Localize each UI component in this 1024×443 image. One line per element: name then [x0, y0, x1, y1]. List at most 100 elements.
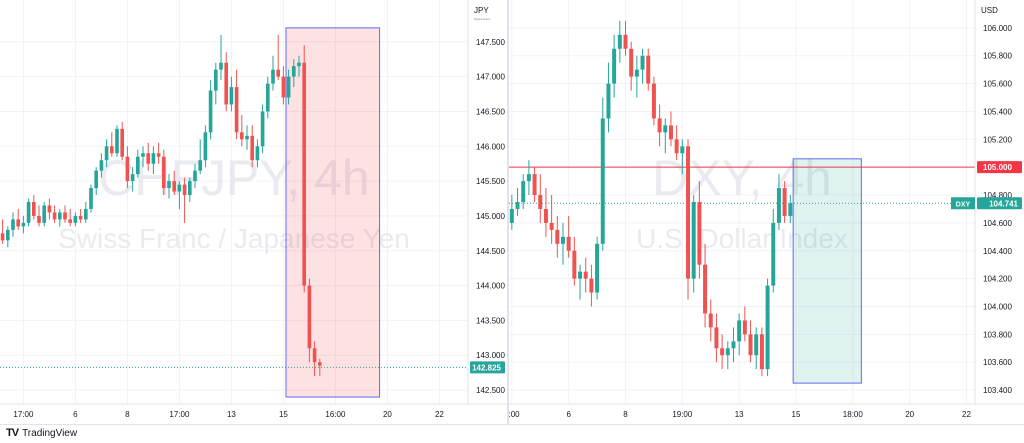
- candle-body: [161, 156, 166, 189]
- candle-body: [532, 174, 537, 196]
- tradingview-logo-mark: TV: [6, 427, 19, 439]
- time-tick-label: 6: [73, 410, 78, 419]
- candle-body: [708, 313, 713, 328]
- candle-body: [57, 212, 62, 220]
- candle-body: [265, 83, 270, 112]
- price-tick-label: 146.000: [476, 142, 505, 151]
- time-tick-label: 17:00: [13, 410, 34, 419]
- dxy-chart[interactable]: DXY, 4hU.S. Dollar IndexUSD106.000105.80…: [504, 0, 1024, 424]
- candle-body: [606, 83, 611, 119]
- chart-pane-dxy[interactable]: DXY, 4h U.S. Dollar Index USD 106.000 105.80…: [504, 0, 1024, 424]
- time-tick-label: 6: [566, 410, 571, 419]
- highlight-rectangle[interactable]: [285, 27, 381, 398]
- candle-body: [208, 90, 213, 133]
- price-tick-label: 105.200: [983, 135, 1012, 144]
- chart-pane-chfjpy[interactable]: CHFJPY, 4h Swiss Franc / Japanese Yen JPY S…: [0, 0, 507, 424]
- watermark-description: Swiss Franc / Japanese Yen: [58, 223, 410, 254]
- time-tick-label: 20: [383, 410, 392, 419]
- price-axis-currency-sub: Swiss Franc: [474, 17, 491, 21]
- candle-body: [686, 146, 691, 279]
- candle-body: [782, 188, 787, 216]
- candle-body: [549, 222, 554, 230]
- candle-body: [634, 69, 639, 77]
- candle-body: [697, 202, 702, 265]
- candle-body: [555, 229, 560, 244]
- price-tick-label: 104.400: [983, 247, 1012, 256]
- candle-body: [224, 62, 229, 105]
- chfjpy-chart[interactable]: CHFJPY, 4h Swiss Franc / Japanese Yen JPY S…: [0, 0, 507, 424]
- price-tick-label: 105.400: [983, 107, 1012, 116]
- candle-body: [583, 271, 588, 279]
- candle-body: [725, 348, 730, 356]
- time-tick-label: 16:00: [325, 410, 346, 419]
- highlight-rectangle[interactable]: [792, 158, 862, 384]
- candle-body: [595, 243, 600, 293]
- price-tick-label: 105.600: [983, 80, 1012, 89]
- time-tick-label: 9:00: [509, 410, 520, 419]
- time-tick-label: 8: [125, 410, 130, 419]
- candle-body: [99, 160, 104, 171]
- candle-body: [109, 146, 114, 154]
- candle-body: [515, 202, 520, 209]
- candle-body: [771, 222, 776, 286]
- candle-body: [317, 362, 322, 366]
- candle-body: [748, 334, 753, 356]
- candle-body: [94, 170, 99, 189]
- candle-body: [612, 48, 617, 84]
- candle-body: [193, 170, 197, 182]
- candle-body: [657, 118, 662, 133]
- candle-body: [151, 153, 156, 164]
- candle-body: [21, 222, 26, 227]
- candle-body: [691, 202, 696, 279]
- price-tick-label: 145.000: [476, 212, 505, 221]
- candle-body: [213, 69, 218, 91]
- price-tick-label: 104.600: [983, 219, 1012, 228]
- time-tick-label: 13: [735, 410, 744, 419]
- candle-body: [674, 139, 679, 154]
- candle-body: [16, 219, 21, 227]
- candle-body: [281, 76, 286, 98]
- tradingview-brand-name: TradingView: [22, 427, 78, 439]
- candle-body: [104, 146, 109, 161]
- candle-body: [31, 202, 36, 216]
- level-price-tag: [977, 161, 1022, 174]
- price-tick-label: 104.000: [983, 302, 1012, 311]
- candle-body: [765, 285, 770, 370]
- candle-body: [245, 135, 249, 140]
- candle-body: [543, 208, 548, 223]
- time-tick-label: 18:00: [843, 410, 864, 419]
- time-tick-label: 13: [227, 410, 236, 419]
- price-tick-label: 144.500: [476, 247, 505, 256]
- candle-body: [83, 208, 88, 220]
- candle-body: [646, 55, 651, 84]
- tradingview-logo[interactable]: TV TradingView: [6, 427, 77, 439]
- candle-body: [663, 125, 668, 133]
- price-tick-label: 145.500: [476, 177, 505, 186]
- candle-body: [135, 156, 140, 175]
- candle-body: [538, 195, 543, 209]
- candle-body: [617, 34, 622, 49]
- candle-body: [640, 55, 645, 70]
- candle-body: [560, 236, 565, 244]
- last-price-tag: [470, 361, 505, 374]
- pane-divider[interactable]: [507, 0, 509, 424]
- time-tick-label: 19:00: [672, 410, 693, 419]
- time-tick-label: 8: [623, 410, 628, 419]
- candle-body: [229, 87, 234, 105]
- price-tick-label: 144.000: [476, 282, 505, 291]
- candle-body: [776, 188, 781, 223]
- candle-body: [566, 236, 571, 251]
- candle-body: [255, 146, 260, 161]
- candle-body: [89, 188, 93, 209]
- candle-body: [297, 62, 301, 67]
- price-tick-label: 104.200: [983, 275, 1012, 284]
- candle-body: [120, 128, 125, 157]
- candle-body: [578, 271, 583, 279]
- candle-body: [521, 181, 526, 202]
- candle-body: [668, 125, 673, 140]
- candle-body: [754, 334, 759, 356]
- candle-body: [115, 128, 119, 154]
- candle-body: [509, 208, 514, 223]
- candle-body: [156, 153, 161, 157]
- price-tick-label: 103.800: [983, 330, 1012, 339]
